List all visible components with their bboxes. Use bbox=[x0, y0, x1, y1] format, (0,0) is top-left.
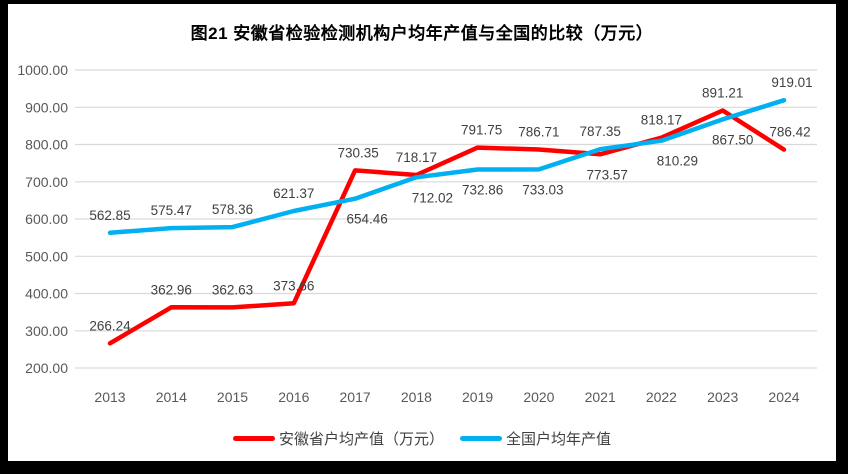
national-line-swatch-icon bbox=[460, 436, 502, 441]
x-axis-tick-label: 2020 bbox=[523, 389, 554, 405]
national-data-label: 712.02 bbox=[412, 190, 453, 205]
anhui-data-label: 791.75 bbox=[461, 123, 502, 138]
national-data-label: 575.47 bbox=[151, 203, 192, 218]
y-axis-tick-label: 200.00 bbox=[25, 360, 68, 376]
anhui-data-label: 362.63 bbox=[212, 282, 253, 297]
x-axis-tick-label: 2022 bbox=[646, 389, 677, 405]
national-data-label: 732.86 bbox=[462, 183, 503, 198]
anhui-line-swatch-icon bbox=[232, 436, 275, 441]
y-axis-tick-label: 900.00 bbox=[25, 99, 68, 115]
legend-item-national: 全国户均年产值 bbox=[460, 428, 611, 449]
x-axis-tick-label: 2024 bbox=[768, 389, 799, 405]
national-data-label: 787.35 bbox=[580, 124, 621, 139]
anhui-data-label: 891.21 bbox=[702, 86, 743, 101]
y-axis-tick-label: 700.00 bbox=[25, 174, 68, 190]
anhui-data-label: 266.24 bbox=[89, 318, 131, 333]
national-data-label: 810.29 bbox=[657, 154, 698, 169]
legend-label-national: 全国户均年产值 bbox=[506, 431, 612, 448]
line-chart-plot: 200.00 300.00 400.00 500.00 600.00 700.00 800.… bbox=[17, 62, 817, 405]
anhui-data-label: 773.57 bbox=[587, 167, 628, 182]
national-data-label: 733.03 bbox=[522, 182, 563, 197]
national-data-label: 578.36 bbox=[212, 202, 253, 217]
anhui-data-label: 818.17 bbox=[641, 113, 682, 128]
chart-canvas: 图21 安徽省检验检测机构户均年产值与全国的比较（万元） 200.00 300.0… bbox=[8, 4, 836, 461]
x-axis-tick-label: 2017 bbox=[340, 389, 371, 405]
chart-title: 图21 安徽省检验检测机构户均年产值与全国的比较（万元） bbox=[190, 24, 654, 43]
x-axis-tick-label: 2016 bbox=[278, 389, 309, 405]
legend-label-anhui: 安徽省户均产值（万元） bbox=[278, 431, 444, 448]
x-axis-tick-label: 2023 bbox=[707, 389, 738, 405]
x-axis-tick-label: 2013 bbox=[94, 389, 125, 405]
anhui-data-label: 373.66 bbox=[273, 278, 314, 293]
chart-legend: 安徽省户均产值（万元） 全国户均年产值 bbox=[8, 428, 836, 449]
anhui-data-label: 730.35 bbox=[337, 145, 378, 160]
x-axis-tick-label: 2018 bbox=[401, 389, 432, 405]
anhui-data-label: 362.96 bbox=[151, 282, 192, 297]
national-data-label: 919.01 bbox=[771, 75, 812, 90]
legend-item-anhui: 安徽省户均产值（万元） bbox=[232, 428, 444, 449]
x-axis-tick-label: 2021 bbox=[585, 389, 616, 405]
national-data-label: 867.50 bbox=[712, 132, 753, 147]
x-axis-tick-label: 2019 bbox=[462, 389, 493, 405]
national-data-label: 562.85 bbox=[89, 208, 130, 223]
anhui-data-label: 786.71 bbox=[518, 125, 559, 140]
national-data-label: 654.46 bbox=[346, 212, 387, 227]
national-data-label: 621.37 bbox=[273, 186, 314, 201]
y-axis-tick-label: 800.00 bbox=[25, 137, 68, 153]
y-axis-tick-label: 400.00 bbox=[25, 286, 68, 302]
y-axis-tick-label: 300.00 bbox=[25, 323, 68, 339]
x-axis-tick-label: 2015 bbox=[217, 389, 248, 405]
anhui-data-label: 786.42 bbox=[769, 125, 810, 140]
y-axis-tick-label: 600.00 bbox=[25, 211, 68, 227]
y-axis-tick-label: 1000.00 bbox=[17, 62, 68, 78]
x-axis-tick-label: 2014 bbox=[156, 389, 187, 405]
anhui-series-line bbox=[107, 108, 787, 346]
y-axis-tick-label: 500.00 bbox=[25, 248, 68, 264]
anhui-data-label: 718.17 bbox=[396, 150, 437, 165]
national-series-line bbox=[107, 97, 787, 236]
